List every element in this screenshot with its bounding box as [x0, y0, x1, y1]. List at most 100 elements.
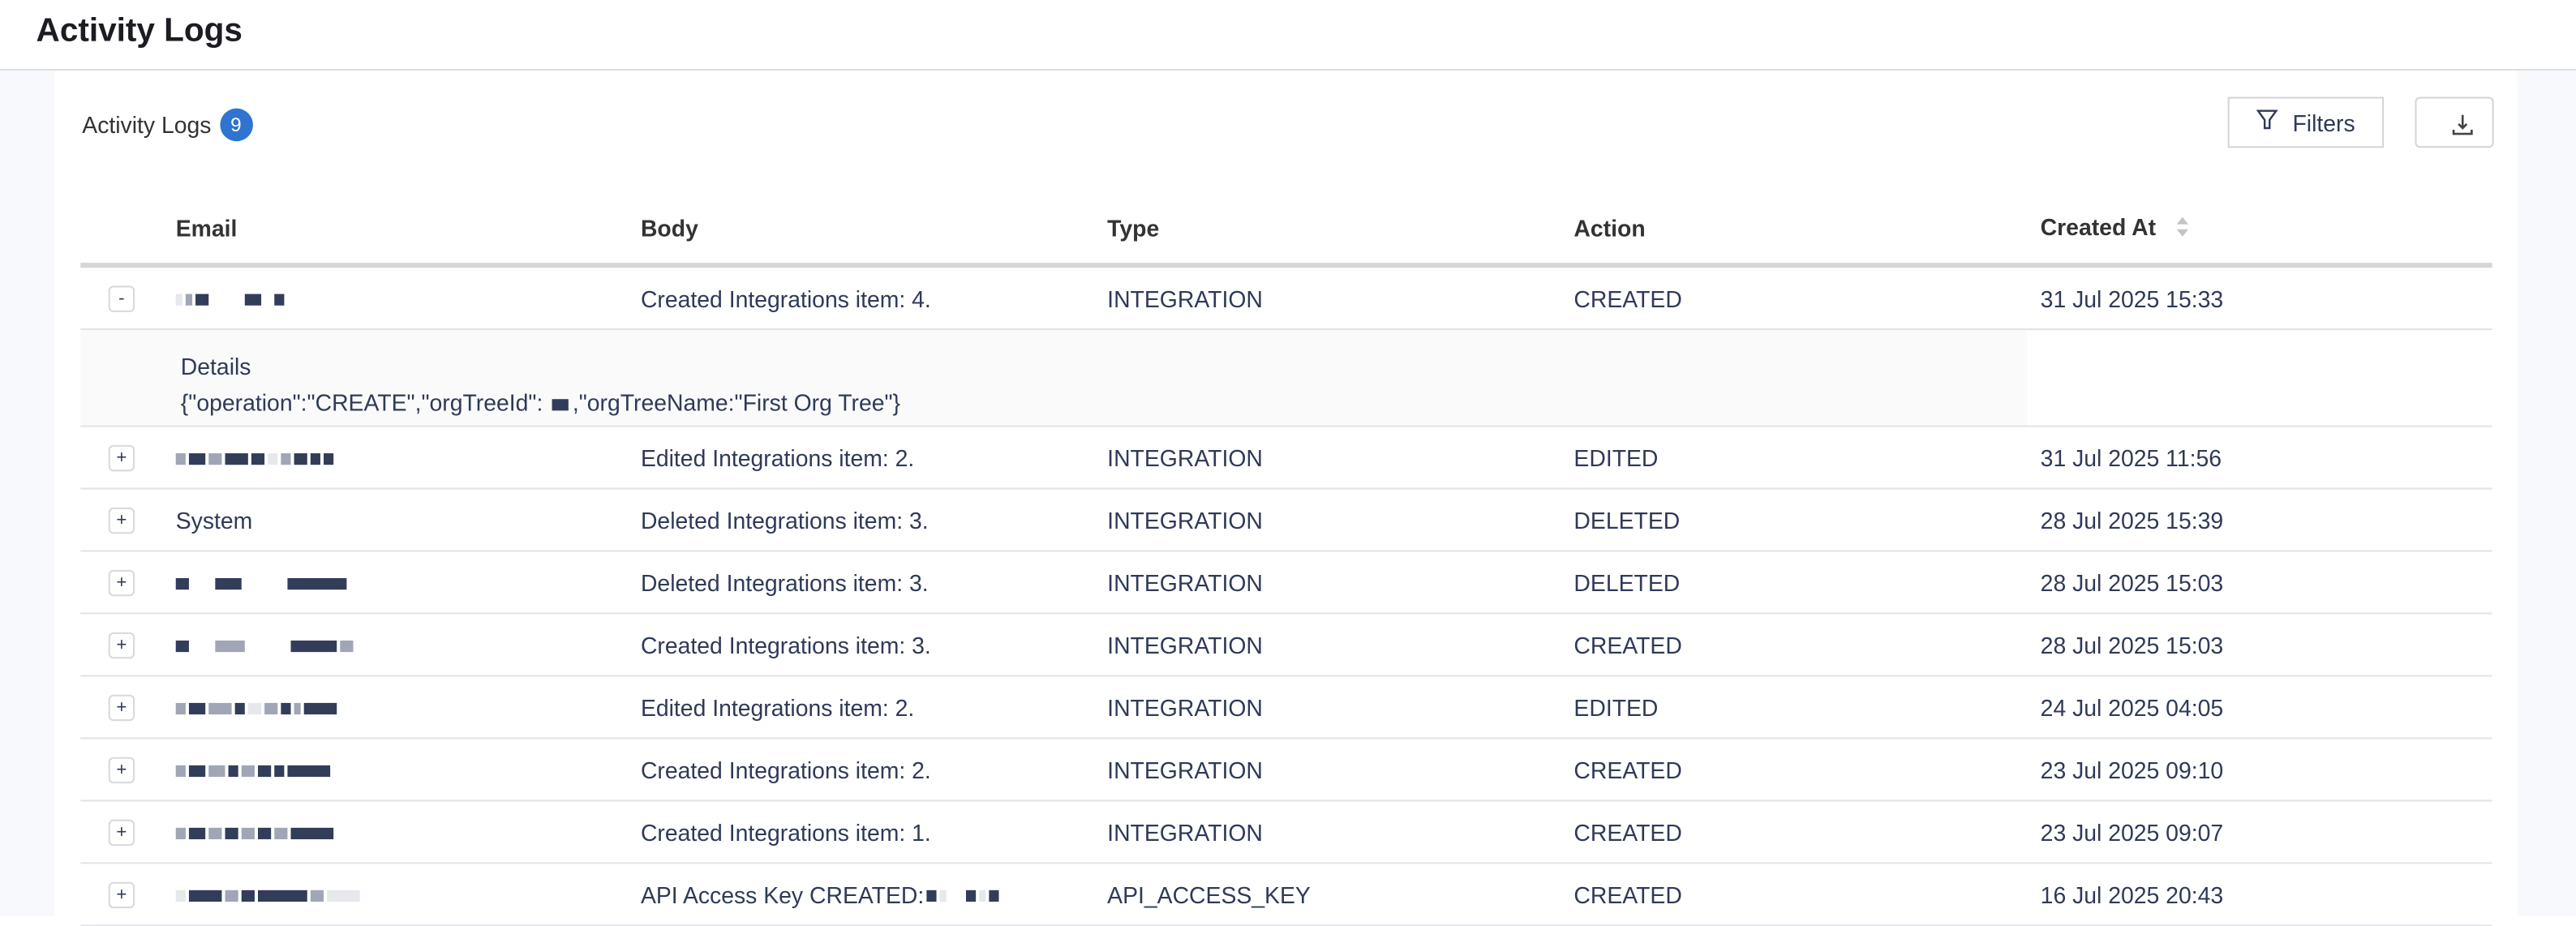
body-cell: Edited Integrations item: 2.	[641, 694, 914, 720]
details-label: Details	[180, 353, 251, 379]
type-cell: INTEGRATION	[1107, 631, 1263, 658]
expand-row-button[interactable]: +	[108, 881, 135, 908]
column-header-action: Action	[1574, 215, 1646, 242]
email-cell: System	[176, 507, 253, 533]
table-row[interactable]: + API Access Key CREATED: API_ACCESS_KEY…	[80, 864, 2492, 926]
body-text: Edited Integrations item: 2.	[640, 693, 915, 721]
table-row[interactable]: - Created Integrations item: 4. INTEGRAT…	[80, 268, 2492, 331]
table-row[interactable]: + Edited Integrations item: 2. INTEGRATI…	[80, 677, 2492, 740]
table-body: - Created Integrations item: 4. INTEGRAT…	[80, 268, 2492, 926]
action-cell: EDITED	[1574, 444, 1659, 471]
action-cell: CREATED	[1574, 631, 1682, 658]
right-gutter	[2517, 71, 2576, 917]
filters-label: Filters	[2292, 109, 2355, 136]
email-cell	[175, 285, 288, 311]
column-header-created-at[interactable]: Created At	[2041, 214, 2191, 243]
column-header-email: Email	[175, 215, 238, 242]
action-cell: EDITED	[1574, 693, 1659, 721]
table-row[interactable]: + Created Integrations item: 2. INTEGRAT…	[80, 739, 2492, 802]
body-cell: Created Integrations item: 3.	[641, 632, 931, 658]
redacted-email	[175, 881, 363, 907]
redacted-email	[175, 819, 337, 845]
table-row[interactable]: + System Deleted Integrations item: 3. I…	[80, 490, 2492, 552]
column-header-body: Body	[640, 215, 698, 242]
table-row[interactable]: + Deleted Integrations item: 3. INTEGRAT…	[80, 552, 2492, 615]
expand-row-button[interactable]: +	[108, 756, 135, 783]
email-cell	[175, 444, 337, 470]
created-at-cell: 23 Jul 2025 09:07	[2040, 818, 2224, 846]
email-cell	[175, 819, 337, 845]
body-cell: Created Integrations item: 1.	[641, 819, 931, 845]
type-cell: INTEGRATION	[1107, 818, 1263, 846]
expand-row-button[interactable]: +	[108, 568, 135, 596]
table-row[interactable]: + Created Integrations item: 3. INTEGRAT…	[80, 615, 2492, 677]
action-cell: DELETED	[1574, 568, 1681, 596]
email-cell	[175, 881, 363, 907]
column-header-type: Type	[1107, 215, 1160, 242]
body-text: API Access Key CREATED:	[640, 881, 925, 908]
table-row[interactable]: + Created Integrations item: 1. INTEGRAT…	[80, 801, 2492, 864]
redacted-email	[175, 694, 341, 720]
created-at-cell: 31 Jul 2025 11:56	[2040, 444, 2222, 471]
left-gutter	[0, 71, 54, 917]
redacted-key	[927, 881, 1002, 907]
type-cell: INTEGRATION	[1107, 756, 1263, 783]
body-cell: Deleted Integrations item: 3.	[641, 507, 929, 533]
row-details: Details {"operation":"CREATE","orgTreeId…	[80, 330, 2492, 427]
download-icon	[2451, 114, 2474, 141]
created-at-label: Created At	[2040, 213, 2157, 240]
top-bar: Activity Logs	[0, 0, 2576, 71]
body-text: Deleted Integrations item: 3.	[640, 568, 929, 596]
type-cell: INTEGRATION	[1107, 444, 1263, 471]
expand-row-button[interactable]: +	[108, 818, 135, 846]
type-cell: INTEGRATION	[1107, 568, 1263, 596]
type-cell: INTEGRATION	[1107, 693, 1263, 721]
details-json: {"operation":"CREATE","orgTreeId": ,"orgT…	[180, 389, 901, 416]
type-cell: API_ACCESS_KEY	[1107, 881, 1311, 908]
download-button[interactable]	[2415, 96, 2494, 148]
body-text: Created Integrations item: 3.	[640, 631, 931, 658]
expand-row-button[interactable]: +	[108, 506, 135, 534]
created-at-cell: 31 Jul 2025 15:33	[2040, 285, 2224, 311]
page-title: Activity Logs	[36, 13, 243, 49]
sort-icon[interactable]	[2175, 215, 2190, 242]
email-cell	[175, 632, 357, 658]
table-row[interactable]: + Edited Integrations item: 2. INTEGRATI…	[80, 427, 2492, 490]
body-text: Created Integrations item: 4.	[640, 285, 931, 311]
email-text: System	[175, 506, 253, 534]
action-cell: CREATED	[1574, 285, 1682, 311]
body-text: Created Integrations item: 2.	[640, 756, 931, 783]
created-at-cell: 28 Jul 2025 15:03	[2040, 568, 2224, 596]
created-at-cell: 28 Jul 2025 15:39	[2040, 506, 2224, 534]
body-cell: Created Integrations item: 2.	[641, 757, 931, 782]
email-cell	[175, 757, 333, 782]
collapse-row-button[interactable]: -	[108, 285, 135, 311]
email-cell	[175, 694, 341, 720]
created-at-cell: 24 Jul 2025 04:05	[2040, 693, 2224, 721]
action-cell: CREATED	[1574, 756, 1682, 783]
expand-row-button[interactable]: +	[108, 693, 135, 721]
redacted-email	[175, 285, 288, 311]
type-cell: INTEGRATION	[1107, 506, 1263, 534]
expand-row-button[interactable]: +	[108, 631, 135, 658]
redacted-email	[175, 444, 337, 470]
section-header: Activity Logs 9	[82, 108, 253, 142]
created-at-cell: 23 Jul 2025 09:10	[2040, 756, 2224, 783]
filters-button[interactable]: Filters	[2227, 96, 2385, 148]
section-title: Activity Logs	[82, 111, 212, 139]
expand-row-button[interactable]: +	[108, 444, 135, 471]
body-cell: Deleted Integrations item: 3.	[641, 569, 929, 595]
body-text: Created Integrations item: 1.	[640, 818, 931, 846]
filter-icon	[2256, 109, 2279, 136]
body-cell: API Access Key CREATED:	[641, 881, 1003, 907]
type-cell: INTEGRATION	[1107, 285, 1263, 311]
action-cell: DELETED	[1574, 506, 1681, 534]
redacted-email	[175, 757, 333, 782]
action-cell: CREATED	[1574, 881, 1682, 908]
redacted-email	[175, 569, 350, 595]
count-badge: 9	[219, 108, 253, 142]
created-at-cell: 16 Jul 2025 20:43	[2040, 881, 2224, 908]
redacted-email	[175, 632, 357, 658]
table-header: Email Body Type Action Created At	[80, 194, 2492, 268]
